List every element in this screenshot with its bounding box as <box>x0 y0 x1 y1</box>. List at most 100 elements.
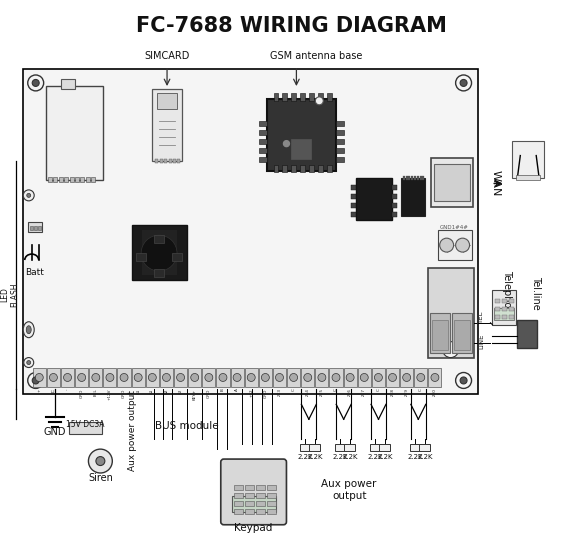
Text: C: C <box>419 388 423 392</box>
Circle shape <box>262 374 269 381</box>
Bar <box>336 138 344 144</box>
Bar <box>392 203 397 209</box>
Text: SIMCARD: SIMCARD <box>144 51 190 61</box>
Bar <box>300 165 305 173</box>
Bar <box>267 99 336 171</box>
Bar <box>300 93 305 101</box>
Text: 15V DC3A: 15V DC3A <box>66 420 105 429</box>
Bar <box>53 178 57 182</box>
Bar <box>234 501 242 506</box>
Bar <box>386 368 399 387</box>
Bar <box>282 93 288 101</box>
Bar <box>392 194 397 199</box>
Circle shape <box>460 79 467 86</box>
Text: Z36: Z36 <box>348 388 352 396</box>
Bar <box>34 226 37 230</box>
Bar <box>408 176 411 180</box>
Text: Aux power output: Aux power output <box>128 390 137 471</box>
Text: Siren: Siren <box>88 473 113 483</box>
Bar <box>267 501 276 506</box>
Text: C: C <box>292 388 296 392</box>
Bar <box>291 93 296 101</box>
Bar <box>509 299 514 303</box>
Text: GSM antenna base: GSM antenna base <box>270 51 362 61</box>
Bar <box>267 493 276 498</box>
Circle shape <box>219 374 227 381</box>
Bar <box>291 138 311 159</box>
Bar <box>64 178 68 182</box>
Circle shape <box>96 457 105 465</box>
Circle shape <box>346 374 354 381</box>
Bar <box>414 368 427 387</box>
Circle shape <box>284 141 289 147</box>
Bar <box>256 509 264 514</box>
Circle shape <box>24 358 34 368</box>
Text: +12: +12 <box>249 388 253 397</box>
Bar <box>232 496 276 512</box>
Bar <box>405 176 408 180</box>
Text: -: - <box>66 388 70 390</box>
Bar <box>164 159 167 162</box>
Circle shape <box>28 75 44 91</box>
Bar <box>136 253 146 261</box>
Bar <box>32 368 46 387</box>
Bar <box>256 501 264 506</box>
Text: Z40: Z40 <box>433 388 437 396</box>
Bar <box>419 176 422 180</box>
Bar <box>259 138 267 144</box>
Bar <box>417 176 419 180</box>
Bar <box>287 368 300 387</box>
Text: Telephone: Telephone <box>502 270 512 320</box>
Bar <box>429 368 441 387</box>
Circle shape <box>456 238 470 252</box>
Bar <box>502 299 508 303</box>
Bar <box>351 194 356 199</box>
Bar <box>282 165 288 173</box>
Bar <box>146 368 159 387</box>
Bar <box>401 179 425 216</box>
Circle shape <box>460 377 467 384</box>
Text: A: A <box>235 388 239 392</box>
Text: DC: DC <box>52 388 56 394</box>
Text: BUS module: BUS module <box>155 421 219 431</box>
Bar <box>327 93 332 101</box>
Bar <box>502 315 508 319</box>
Bar <box>230 368 244 387</box>
Circle shape <box>32 377 39 384</box>
Text: 2.2K: 2.2K <box>417 454 433 460</box>
Text: A1: A1 <box>150 388 154 394</box>
Text: 2.2K: 2.2K <box>367 454 383 460</box>
Text: GND: GND <box>207 388 211 398</box>
Bar <box>370 444 381 451</box>
Bar <box>392 212 397 217</box>
Bar <box>494 308 514 320</box>
Bar <box>259 148 267 153</box>
Circle shape <box>32 79 39 86</box>
Bar <box>327 165 332 173</box>
Bar <box>318 93 323 101</box>
Bar <box>411 176 413 180</box>
Text: GND1#4#: GND1#4# <box>440 225 469 230</box>
Bar <box>89 368 102 387</box>
FancyBboxPatch shape <box>221 459 287 525</box>
Text: GND: GND <box>122 388 126 398</box>
Bar <box>438 230 472 260</box>
Bar <box>336 121 344 126</box>
Bar <box>234 509 242 514</box>
Bar <box>75 178 79 182</box>
Text: GND: GND <box>79 388 84 398</box>
Bar <box>336 130 344 135</box>
Bar <box>309 165 314 173</box>
Bar <box>259 156 267 162</box>
Bar <box>234 493 242 498</box>
Text: C: C <box>334 388 338 392</box>
Bar <box>267 509 276 514</box>
Text: 2.2K: 2.2K <box>342 454 358 460</box>
Bar <box>245 485 253 490</box>
Bar <box>157 93 177 109</box>
Text: Z39: Z39 <box>405 388 409 396</box>
Bar <box>92 178 95 182</box>
Bar <box>291 165 296 173</box>
Bar <box>46 86 103 180</box>
Bar <box>70 178 74 182</box>
